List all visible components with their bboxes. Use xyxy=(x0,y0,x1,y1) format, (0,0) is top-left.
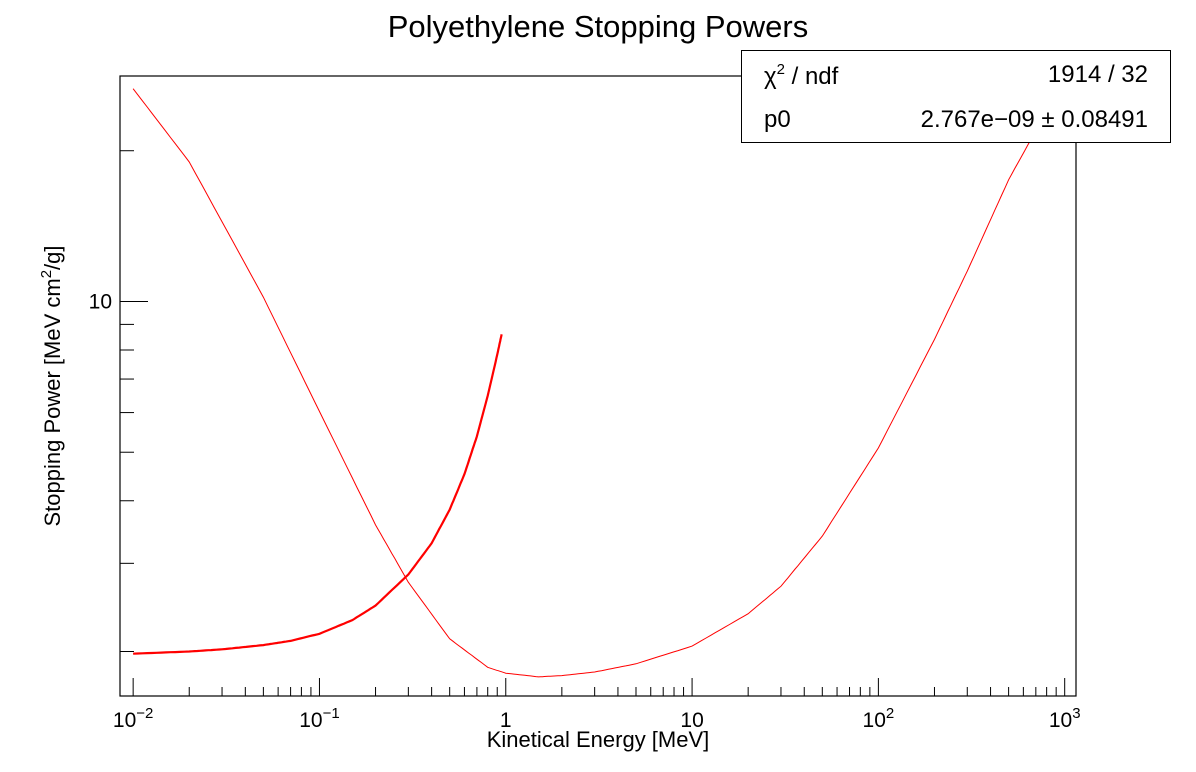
x-tick-label: 10−2 xyxy=(113,705,153,732)
stats-row-chi2: χ2 / ndf 1914 / 32 xyxy=(764,61,1148,91)
series-line-1 xyxy=(132,88,1048,678)
fit-stats-box: χ2 / ndf 1914 / 32 p0 2.767e−09 ± 0.0849… xyxy=(741,50,1171,143)
ndf-text: / ndf xyxy=(784,63,839,90)
series-line-2 xyxy=(133,334,503,655)
axes: 10−2 10−1 1 10 102 103 10 xyxy=(89,150,1081,732)
x-tick-label: 10−1 xyxy=(299,705,339,732)
chart-title: Polyethylene Stopping Powers xyxy=(388,9,808,44)
chi2-ndf-value: 1914 / 32 xyxy=(1047,61,1148,88)
x-axis-label: Kinetical Energy [MeV] xyxy=(487,727,710,752)
p0-label: p0 xyxy=(764,106,791,133)
x-tick-label: 1 xyxy=(500,709,512,732)
x-tick-label: 10 xyxy=(680,709,703,732)
y-tick-label: 10 xyxy=(89,290,112,313)
plot-frame xyxy=(119,75,1077,697)
stats-row-p0: p0 2.767e−09 ± 0.08491 xyxy=(764,106,1148,136)
chi-symbol: χ xyxy=(764,63,777,90)
y-axis-label: Stopping Power [MeV cm2/g] xyxy=(38,245,65,526)
x-tick-label: 102 xyxy=(863,705,895,732)
data-curves xyxy=(132,88,1048,678)
p0-value: 2.767e−09 ± 0.08491 xyxy=(920,106,1148,133)
chi-exponent: 2 xyxy=(776,61,785,78)
chi2-ndf-label: χ2 / ndf xyxy=(764,61,838,91)
x-tick-label: 103 xyxy=(1049,705,1081,732)
